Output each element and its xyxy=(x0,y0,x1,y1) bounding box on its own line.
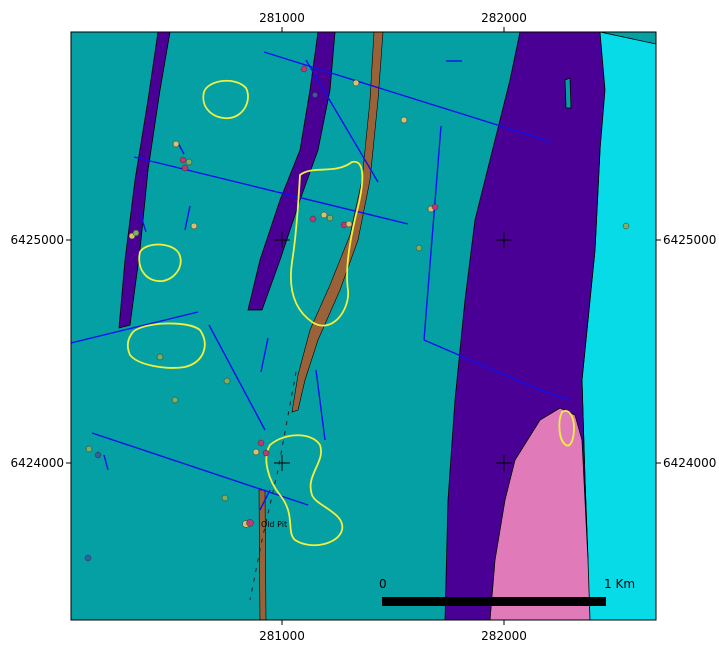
sample-point[interactable] xyxy=(312,92,318,98)
sample-point[interactable] xyxy=(309,215,317,223)
sample-point[interactable] xyxy=(320,211,328,219)
sample-point[interactable] xyxy=(415,244,423,252)
road xyxy=(291,32,384,413)
sample-point[interactable] xyxy=(622,222,630,230)
sample-point[interactable] xyxy=(431,203,439,211)
map-frame-content: Old Pit 0 1 Km xyxy=(71,32,656,620)
old-pit-label: Old Pit xyxy=(261,520,287,529)
grid-crosses xyxy=(274,232,512,471)
dyke-unit-central xyxy=(247,32,336,311)
dashed-trace xyxy=(249,371,297,601)
scale-bar-end-label: 1 Km xyxy=(604,577,635,591)
scale-bar-start-label: 0 xyxy=(379,577,387,591)
frame-ticks xyxy=(66,27,661,625)
sample-point[interactable] xyxy=(181,164,189,172)
sample-point[interactable] xyxy=(156,353,164,361)
sample-points xyxy=(84,65,630,562)
sample-point[interactable] xyxy=(172,140,180,148)
sample-point[interactable] xyxy=(246,519,254,527)
sample-point[interactable] xyxy=(345,220,353,228)
y-tick-left-6424000: 6424000 xyxy=(11,456,64,470)
lens-east xyxy=(564,77,572,109)
sample-point[interactable] xyxy=(94,451,102,459)
sample-point[interactable] xyxy=(300,65,308,73)
sample-point[interactable] xyxy=(262,449,270,457)
y-tick-left-6425000: 6425000 xyxy=(11,233,64,247)
x-tick-bottom-281000: 281000 xyxy=(259,629,305,643)
scale-bar: 0 1 Km xyxy=(379,577,635,606)
sample-point[interactable] xyxy=(171,396,179,404)
sample-point[interactable] xyxy=(221,494,229,502)
sample-point[interactable] xyxy=(400,116,408,124)
x-tick-top-282000: 282000 xyxy=(481,11,527,25)
fault-lines xyxy=(71,51,571,511)
sample-point[interactable] xyxy=(85,445,93,453)
dyke-unit-west xyxy=(118,32,171,329)
map-frame-border xyxy=(70,31,657,621)
sample-point[interactable] xyxy=(252,448,260,456)
sample-point[interactable] xyxy=(132,229,140,237)
sample-point[interactable] xyxy=(257,439,265,447)
sample-point[interactable] xyxy=(326,214,334,222)
y-tick-right-6424000: 6424000 xyxy=(663,456,716,470)
sample-point[interactable] xyxy=(179,156,187,164)
y-tick-right-6425000: 6425000 xyxy=(663,233,716,247)
scale-bar-bar xyxy=(382,597,606,606)
x-tick-top-281000: 281000 xyxy=(259,11,305,25)
intrusion-unit xyxy=(489,407,591,620)
sample-point[interactable] xyxy=(84,554,92,562)
sample-point[interactable] xyxy=(223,377,231,385)
x-tick-bottom-282000: 282000 xyxy=(481,629,527,643)
sample-point[interactable] xyxy=(352,79,360,87)
sample-point[interactable] xyxy=(185,158,193,166)
sample-point[interactable] xyxy=(190,222,198,230)
prospect-outlines xyxy=(126,79,575,547)
